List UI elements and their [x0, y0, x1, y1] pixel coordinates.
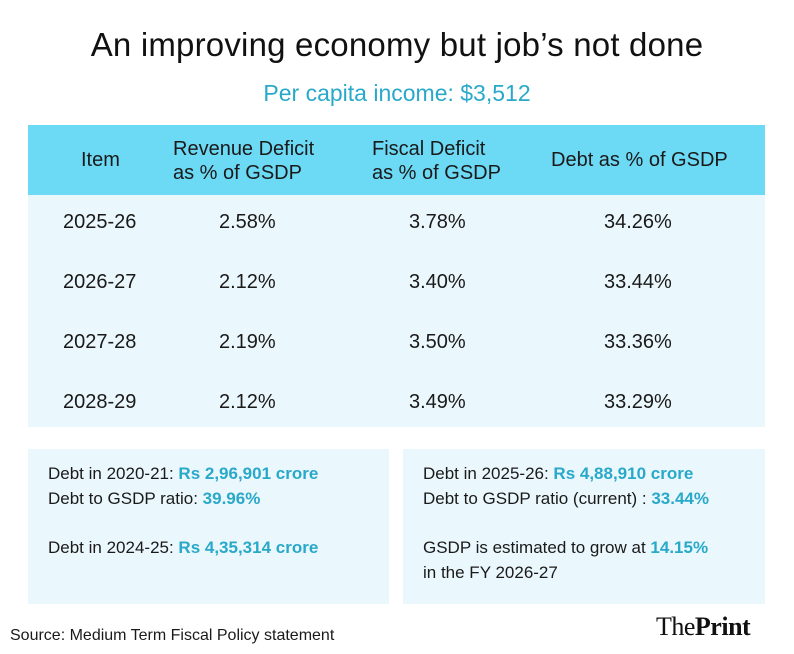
table-cell-year: 2026-27	[63, 271, 137, 293]
debt-2025-line: Debt in 2025-26: Rs 4,88,910 crore	[423, 464, 694, 483]
table-cell-revenue: 2.58%	[219, 211, 276, 233]
table-cell-debt: 34.26%	[604, 211, 672, 233]
debt-ratio-line: Debt to GSDP ratio: 39.96%	[48, 489, 261, 508]
table-cell-fiscal: 3.40%	[409, 271, 466, 293]
table-cell-fiscal: 3.78%	[409, 211, 466, 233]
table-cell-revenue: 2.12%	[219, 391, 276, 413]
table-cell-debt: 33.29%	[604, 391, 672, 413]
header-debt-gsdp: Debt as % of GSDP	[551, 149, 728, 171]
table-cell-debt: 33.44%	[604, 271, 672, 293]
theprint-logo: ThePrint	[656, 612, 751, 641]
table-cell-fiscal: 3.49%	[409, 391, 466, 413]
table-cell-revenue: 2.19%	[219, 331, 276, 353]
debt-2020-line: Debt in 2020-21: Rs 2,96,901 crore	[48, 464, 319, 483]
gsdp-growth-line: GSDP is estimated to grow at 14.15%	[423, 538, 709, 557]
table-cell-debt: 33.36%	[604, 331, 672, 353]
page-title: An improving economy but job’s not done	[90, 26, 704, 63]
source-note: Source: Medium Term Fiscal Policy statem…	[10, 627, 335, 644]
table-cell-year: 2027-28	[63, 331, 137, 353]
header-revenue-deficit: Revenue Deficit as % of GSDP	[173, 138, 315, 184]
table-cell-fiscal: 3.50%	[409, 331, 466, 353]
table-cell-revenue: 2.12%	[219, 271, 276, 293]
fiscal-table: Item Revenue Deficit as % of GSDP Fiscal…	[28, 125, 765, 427]
header-item: Item	[81, 149, 120, 171]
debt-2024-line: Debt in 2024-25: Rs 4,35,314 crore	[48, 538, 319, 557]
current-ratio-line: Debt to GSDP ratio (current) : 33.44%	[423, 489, 709, 508]
per-capita-income: Per capita income: $3,512	[263, 80, 531, 106]
gsdp-fy-line: in the FY 2026-27	[423, 563, 558, 582]
left-info-box: Debt in 2020-21: Rs 2,96,901 crore Debt …	[28, 449, 389, 604]
header-fiscal-deficit: Fiscal Deficit as % of GSDP	[372, 138, 501, 184]
table-cell-year: 2025-26	[63, 211, 137, 233]
right-info-box: Debt in 2025-26: Rs 4,88,910 crore Debt …	[403, 449, 765, 604]
table-header: Item Revenue Deficit as % of GSDP Fiscal…	[28, 125, 765, 195]
table-cell-year: 2028-29	[63, 391, 137, 413]
